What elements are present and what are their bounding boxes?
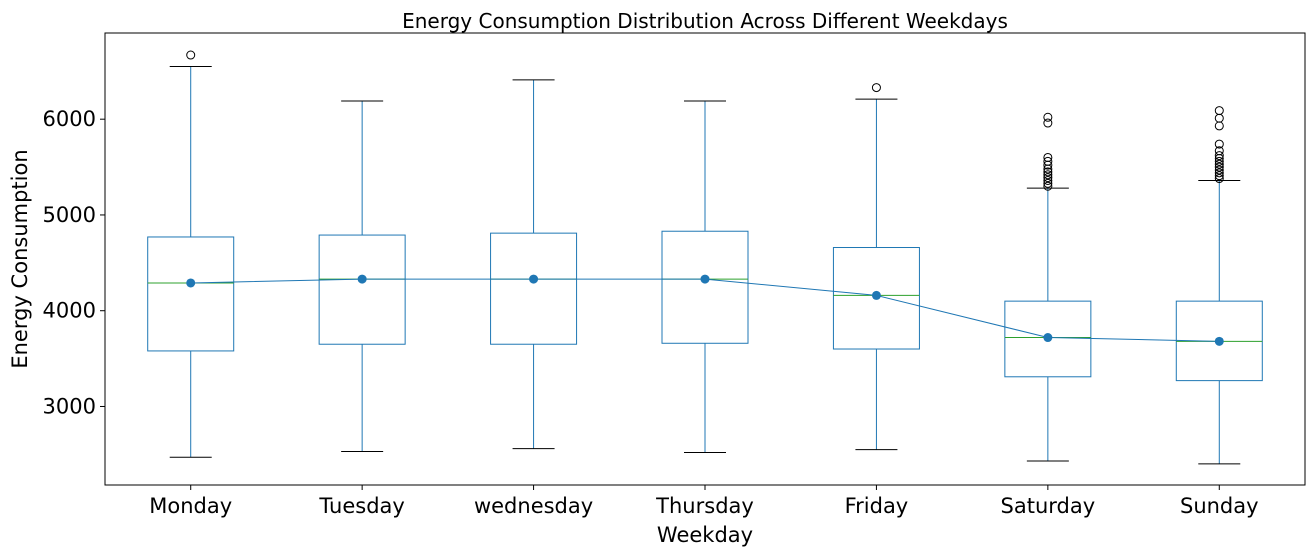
mean-line [190,278,1220,342]
x-tick-label: Tuesday [318,494,404,518]
x-axis-label: Weekday [657,523,753,547]
x-tick-label: Saturday [1001,494,1096,518]
outlier-point [1043,152,1053,162]
outlier-point [1043,175,1053,185]
outlier-point [1043,156,1053,166]
outlier-point [1214,168,1224,178]
outlier-point [1043,118,1053,128]
outlier-point [1214,165,1224,175]
outlier-point [1214,121,1224,131]
mean-marker [357,274,367,284]
outlier-point [1214,171,1224,181]
mean-marker [186,278,196,288]
y-tick-label: 4000 [43,299,96,323]
box [661,230,749,344]
y-axis-label: Energy Consumption [8,149,32,368]
outlier-point [871,83,881,93]
outlier-point [1214,139,1224,149]
y-tick-label: 3000 [43,394,96,418]
chart-title: Energy Consumption Distribution Across D… [402,9,1008,33]
box [318,234,406,345]
outlier-point [1043,170,1053,180]
mean-marker [529,274,539,284]
x-tick-label: Friday [845,494,909,518]
y-tick-label: 6000 [43,107,96,131]
outlier-point [1043,173,1053,183]
mean-marker [1214,336,1224,346]
outlier-point [1043,181,1053,191]
mean-marker [871,290,881,300]
x-axis: Monday Tuesday wednesday Thursday Friday Satu… [149,485,1259,518]
outlier-point [1043,112,1053,122]
outlier-point [186,50,196,60]
y-axis: 3000 4000 5000 6000 [43,107,105,418]
outlier-point [1214,162,1224,172]
x-tick-label: wednesday [474,494,593,518]
box [147,236,235,352]
mean-marker [700,274,710,284]
mean-marker [1043,333,1053,343]
x-tick-label: Sunday [1180,494,1259,518]
outlier-point [1214,146,1224,156]
outlier-point [1214,174,1224,184]
outlier-point [1043,178,1053,188]
outlier-point [1214,156,1224,166]
outlier-point [1214,106,1224,116]
y-tick-label: 5000 [43,203,96,227]
x-tick-label: Thursday [655,494,754,518]
box [490,232,578,345]
box [832,247,920,350]
outlier-point [1043,167,1053,177]
x-tick-label: Monday [149,494,232,518]
outlier-point [1214,159,1224,169]
outlier-point [1214,151,1224,161]
outlier-point [1214,113,1224,123]
plot-area [147,50,1263,465]
